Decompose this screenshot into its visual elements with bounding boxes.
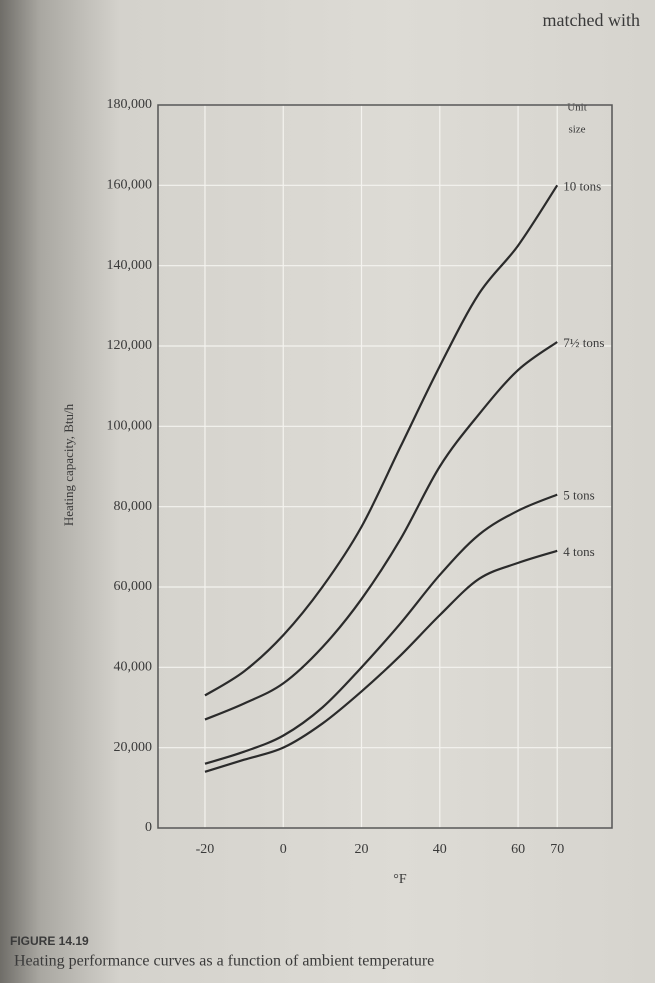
- y-tick-label: 60,000: [114, 579, 153, 594]
- x-tick-label: -20: [196, 842, 215, 857]
- y-tick-label: 140,000: [107, 258, 153, 273]
- x-tick-label: 70: [550, 842, 564, 857]
- y-tick-label: 40,000: [114, 660, 153, 675]
- series-line: [204, 184, 559, 697]
- y-axis-label: Heating capacity, Btu/h: [61, 403, 76, 526]
- series-label: 10 tons: [563, 178, 601, 193]
- x-axis-label: °F: [393, 872, 407, 887]
- legend-title: size: [568, 124, 585, 136]
- y-tick-label: 120,000: [107, 338, 153, 353]
- header-text: matched with: [543, 10, 640, 30]
- x-tick-label: 0: [280, 842, 287, 857]
- figure-label: FIGURE 14.19: [10, 934, 89, 948]
- series-line: [204, 493, 558, 765]
- y-tick-label: 20,000: [114, 740, 153, 755]
- series-line: [204, 549, 558, 773]
- x-tick-label: 20: [355, 842, 369, 857]
- y-tick-label: 100,000: [107, 419, 153, 434]
- series-label: 5 tons: [563, 488, 594, 503]
- x-tick-label: 40: [433, 842, 447, 857]
- y-tick-label: 80,000: [114, 499, 153, 514]
- series-line: [204, 341, 558, 721]
- y-tick-label: 160,000: [107, 178, 153, 193]
- y-tick-label: 180,000: [107, 97, 153, 112]
- x-tick-label: 60: [511, 842, 525, 857]
- plot-frame: [157, 104, 613, 829]
- series-label: 7½ tons: [563, 335, 604, 350]
- caption: Heating performance curves as a function…: [14, 953, 434, 970]
- series-label: 4 tons: [563, 544, 594, 559]
- y-tick-label: 0: [145, 820, 152, 835]
- legend-title: Unit: [567, 102, 587, 114]
